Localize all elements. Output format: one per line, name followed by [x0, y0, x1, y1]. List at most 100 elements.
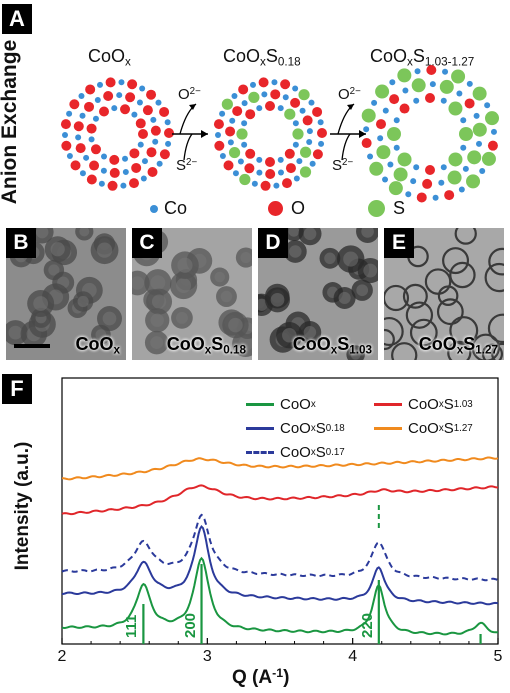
co-atom	[75, 134, 82, 141]
co-atom	[137, 141, 144, 148]
co-atom	[118, 79, 125, 86]
s-atom	[466, 174, 481, 189]
o-atom	[225, 126, 236, 137]
co-atom	[466, 80, 473, 87]
s-atom	[467, 150, 482, 165]
co-atom	[440, 164, 447, 171]
exchange-arrow-2	[330, 103, 366, 161]
legend-swatch-cooxs017	[246, 451, 274, 454]
tem-panel-c: C CoOxS0.18	[132, 228, 252, 360]
co-atom	[215, 131, 222, 138]
x-tick-label: 4	[348, 648, 358, 665]
co-atom	[150, 116, 157, 123]
s-atom	[228, 146, 241, 159]
s-atom	[221, 98, 233, 110]
reference-peak-label: 220	[358, 612, 376, 638]
o-atom	[109, 154, 120, 165]
co-atom	[484, 102, 491, 109]
co-atom	[387, 161, 394, 168]
o-atom	[120, 104, 131, 115]
o-atom	[444, 190, 455, 201]
o-atom	[464, 98, 475, 109]
co-atom	[473, 112, 480, 119]
o-atom	[146, 147, 157, 158]
s-atom	[239, 173, 251, 186]
legend-series-cooxs103: CoO x S 1.03	[374, 396, 473, 413]
ring-coox	[60, 77, 174, 191]
structure-label-cooxs103: CoOxS1.03-1.27	[370, 46, 475, 69]
s-atom	[472, 86, 487, 101]
o-atom	[213, 119, 224, 130]
arrow2-in-ion: S2−	[332, 157, 354, 174]
o-atom	[416, 192, 427, 203]
co-atom	[393, 144, 400, 151]
s-atom	[447, 170, 462, 185]
co-atom	[156, 160, 163, 167]
arrow1-in-ion: S2−	[176, 157, 198, 174]
o-atom	[90, 144, 101, 155]
o-atom	[425, 165, 435, 175]
o-atom	[281, 178, 292, 189]
panel-b-tag: B	[6, 228, 36, 258]
xrd-curves	[61, 456, 499, 636]
o-atom	[138, 129, 148, 139]
co-atom	[219, 110, 226, 117]
s-atom	[375, 84, 390, 99]
co-atom	[120, 182, 127, 189]
o-atom	[89, 160, 100, 171]
co-atom	[317, 119, 324, 126]
co-atom	[371, 99, 378, 106]
o-atom	[312, 149, 323, 160]
o-atom	[105, 77, 116, 88]
co-atom	[250, 81, 257, 88]
s-atom	[472, 122, 487, 137]
x-tick-label: 2	[57, 648, 67, 665]
s-atom	[299, 166, 312, 178]
co-atom	[94, 97, 101, 104]
co-atom	[237, 158, 244, 165]
o-atom	[265, 101, 275, 111]
co-atom	[414, 68, 421, 75]
tem-panel-b: B CoOx	[6, 228, 126, 360]
s-atom	[485, 111, 500, 126]
scale-bar	[14, 344, 50, 348]
s-atom	[284, 108, 296, 120]
o-atom	[75, 143, 86, 154]
co-atom	[241, 141, 248, 148]
co-atom	[271, 79, 278, 86]
co-atom	[241, 120, 248, 127]
co-atom	[62, 131, 69, 138]
co-atom	[277, 169, 284, 176]
o-atom	[150, 125, 161, 136]
o-atom	[361, 138, 372, 149]
co-atom	[413, 97, 420, 104]
s-atom	[448, 152, 463, 167]
o-atom	[146, 89, 157, 100]
co-atom	[318, 140, 325, 147]
co-atom	[282, 94, 289, 101]
co-atom	[292, 120, 299, 127]
o-atom	[61, 140, 72, 151]
co-atom	[458, 186, 465, 193]
o-atom	[135, 118, 146, 129]
o-atom	[245, 109, 256, 120]
co-atom	[456, 90, 463, 97]
o-atom	[125, 92, 136, 103]
o-atom	[389, 94, 400, 105]
co-atom	[79, 170, 86, 177]
co-atom	[256, 156, 263, 163]
co-atom	[389, 79, 396, 86]
o-atom	[260, 180, 271, 191]
panel-f-tag: F	[2, 374, 32, 404]
co-atom	[413, 164, 420, 171]
o-atom	[375, 119, 386, 130]
co-atom	[229, 117, 236, 124]
reference-peak-label: 111	[123, 614, 141, 638]
tem-panel-e: E CoOxS1.27	[384, 228, 504, 360]
o-atom	[290, 97, 301, 108]
ring-cooxs018	[213, 77, 327, 191]
reference-peak-label: 200	[181, 612, 199, 638]
panel-c-tag: C	[132, 228, 162, 258]
x-tick-label: 5	[493, 648, 503, 665]
o-atom	[147, 166, 158, 177]
